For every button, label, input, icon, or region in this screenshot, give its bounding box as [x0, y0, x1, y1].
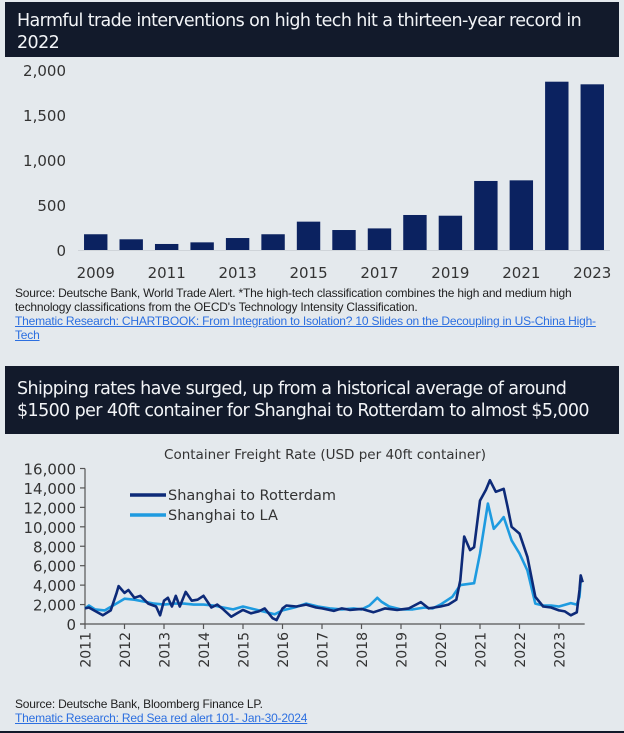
- chart2-link[interactable]: Thematic Research: Red Sea red alert 101…: [15, 711, 308, 725]
- bar-2021: [509, 180, 534, 250]
- line-chart: Container Freight Rate (USD per 40ft con…: [24, 447, 585, 668]
- bar-2023: [580, 84, 604, 250]
- line-y-tick-label: 16,000: [24, 461, 77, 479]
- bar-2009: [84, 234, 108, 250]
- line-y-tick-label: 8,000: [33, 538, 76, 556]
- line-y-tick-label: 4,000: [33, 577, 76, 595]
- chart2-notes: Source: Deutsche Bank, Bloomberg Finance…: [15, 697, 515, 725]
- line-y-tick-label: 14,000: [24, 480, 77, 498]
- bar-x-tick-label: 2015: [289, 264, 327, 280]
- bar-x-tick-label: 2017: [360, 264, 398, 280]
- chart1-source: Source: Deutsche Bank, World Trade Alert…: [15, 286, 572, 314]
- bar-2018: [403, 214, 427, 250]
- line-chart-title: Container Freight Rate (USD per 40ft con…: [164, 447, 486, 463]
- bar-y-tick-label: 500: [37, 197, 66, 215]
- bar-2013: [225, 238, 250, 250]
- legend: Shanghai to Rotterdam Shanghai to LA: [130, 488, 336, 524]
- bar-x-tick-label: 2013: [219, 264, 257, 280]
- bar-2019: [438, 215, 463, 250]
- bar-chart: 0 500 1,000 1,500 2,000 2009 2011 2013 2015 2017…: [23, 62, 611, 280]
- bar-2016: [332, 230, 356, 250]
- line-y-tick-label: 0: [66, 616, 76, 634]
- line-x-tick-label: 2011: [79, 632, 95, 668]
- legend-label: Shanghai to Rotterdam: [168, 488, 336, 504]
- bar-2010: [119, 239, 143, 250]
- line-x-tick-label: 2015: [237, 632, 253, 668]
- chart1-link[interactable]: Thematic Research: CHARTBOOK: From Integ…: [15, 314, 596, 342]
- line-x-tick-label: 2014: [197, 632, 213, 668]
- line-y-tick-label: 12,000: [24, 499, 77, 517]
- bar-2017: [367, 228, 392, 250]
- line-y-tick-label: 6,000: [33, 558, 76, 576]
- chart2-source: Source: Deutsche Bank, Bloomberg Finance…: [15, 697, 263, 711]
- bar-2020: [474, 180, 498, 250]
- series-shanghai-la-line: [84, 502, 584, 616]
- bar-2022: [545, 81, 569, 250]
- bar-y-tick-label: 1,000: [23, 152, 66, 170]
- bar-y-tick-label: 2,000: [23, 62, 66, 80]
- chart1-header: Harmful trade interventions on high tech…: [5, 2, 619, 57]
- chart1-notes: Source: Deutsche Bank, World Trade Alert…: [15, 286, 615, 342]
- bar-x-tick-label: 2023: [573, 264, 611, 280]
- line-x-tick-label: 2016: [276, 632, 292, 668]
- bar-y-tick-label: 0: [56, 242, 66, 260]
- bar-2014: [261, 234, 285, 250]
- line-x-tick-label: 2019: [395, 632, 411, 668]
- bar-2015: [296, 221, 321, 250]
- legend-label: Shanghai to LA: [168, 508, 278, 524]
- bottom-border: [0, 731, 624, 733]
- line-x-tick-label: 2017: [316, 632, 332, 668]
- line-y-tick-label: 10,000: [24, 519, 77, 537]
- bar-x-tick-label: 2019: [431, 264, 469, 280]
- line-x-tick-label: 2018: [355, 632, 371, 668]
- line-x-tick-label: 2023: [553, 632, 569, 668]
- chart2-header: Shipping rates have surged, up from a hi…: [5, 366, 619, 434]
- bar-2011: [154, 243, 179, 250]
- line-x-tick-label: 2021: [474, 632, 490, 668]
- line-x-tick-label: 2012: [118, 632, 134, 668]
- line-x-tick-label: 2013: [158, 632, 174, 668]
- line-x-tick-label: 2022: [513, 632, 529, 668]
- bar-x-tick-label: 2021: [502, 264, 540, 280]
- bar-x-tick-label: 2009: [77, 264, 115, 280]
- bar-y-tick-label: 1,500: [23, 107, 66, 125]
- line-x-tick-label: 2020: [434, 632, 450, 668]
- bar-x-tick-label: 2011: [148, 264, 186, 280]
- series-shanghai-rotterdam-line: [84, 478, 584, 622]
- bar-2012: [190, 242, 214, 250]
- line-y-tick-label: 2,000: [33, 597, 76, 615]
